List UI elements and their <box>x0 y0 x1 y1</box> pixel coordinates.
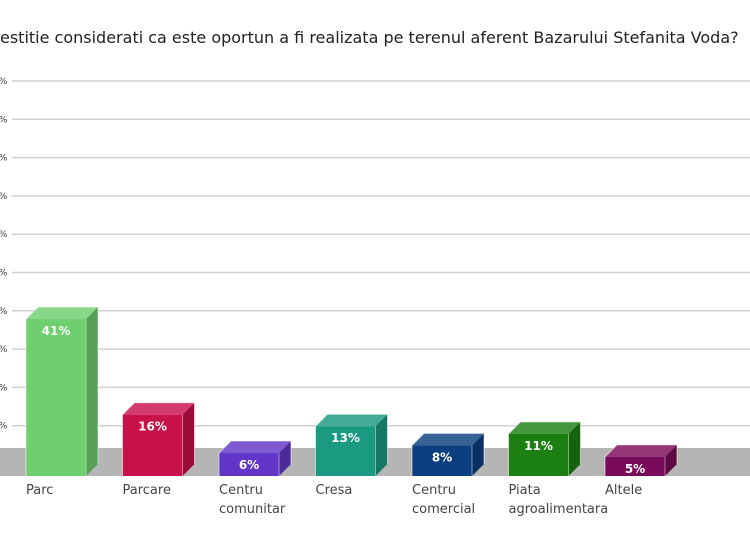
category-label: Centru <box>219 483 263 498</box>
bar-top <box>412 433 484 446</box>
category-label: Cresa <box>316 483 353 498</box>
bar-top <box>26 306 98 319</box>
bar-side <box>568 421 581 476</box>
category-label: Centru <box>412 483 456 498</box>
bar <box>25 306 99 476</box>
bar-top <box>315 414 388 427</box>
bar-top <box>219 441 291 454</box>
bar-side <box>472 433 484 476</box>
y-tick-label: % <box>0 77 8 87</box>
y-tick-label: % <box>0 269 8 279</box>
bar-front <box>26 318 86 476</box>
y-tick-label: % <box>0 115 8 125</box>
data-label: 16% <box>138 420 167 434</box>
bar-edge <box>218 440 292 476</box>
bar-side <box>279 441 291 476</box>
bar-side <box>375 414 388 476</box>
bar-edge <box>604 444 678 476</box>
data-label: 11% <box>524 439 553 453</box>
category-label: Piata <box>509 483 541 498</box>
bar-front <box>605 456 665 476</box>
category-label: Parc <box>26 483 53 498</box>
y-tick-label: % <box>0 383 8 393</box>
bar-top <box>508 421 581 434</box>
category-label: agroalimentara <box>509 502 609 517</box>
bar-front <box>315 426 376 476</box>
bar-top <box>605 444 677 457</box>
y-tick-label: % <box>0 345 8 355</box>
bar <box>122 402 195 476</box>
bar-side <box>665 444 677 476</box>
data-label: 6% <box>239 458 259 472</box>
bar-edge <box>315 413 388 476</box>
y-tick-label: % <box>0 422 8 432</box>
y-tick-label: % <box>0 154 8 164</box>
bar-top <box>122 402 195 415</box>
bar <box>411 432 485 476</box>
bar-side <box>86 306 98 476</box>
y-tick-label: % <box>0 307 8 317</box>
bar-edge <box>122 402 195 476</box>
bar-front <box>122 414 183 476</box>
bar-front <box>412 445 472 476</box>
y-tick-label: % <box>0 192 8 202</box>
bar-front <box>219 453 279 476</box>
bar <box>508 421 581 476</box>
data-label: 5% <box>625 462 645 476</box>
chart-title: estitie considerati ca este oportun a fi… <box>0 28 739 47</box>
category-label: comunitar <box>219 502 286 517</box>
bar <box>218 440 292 476</box>
category-label: Parcare <box>123 483 171 498</box>
data-label: 8% <box>432 450 452 464</box>
y-tick-label: % <box>0 230 8 240</box>
bar-side <box>182 402 195 476</box>
data-label: 41% <box>42 324 71 338</box>
bar-front <box>508 433 569 476</box>
bar-edge <box>25 306 99 476</box>
bar <box>315 413 388 476</box>
category-label: Altele <box>605 483 642 498</box>
bar-edge <box>411 432 485 476</box>
bar-edge <box>508 421 581 476</box>
category-label: comercial <box>412 502 475 517</box>
data-label: 13% <box>331 431 360 445</box>
bar <box>604 444 678 476</box>
